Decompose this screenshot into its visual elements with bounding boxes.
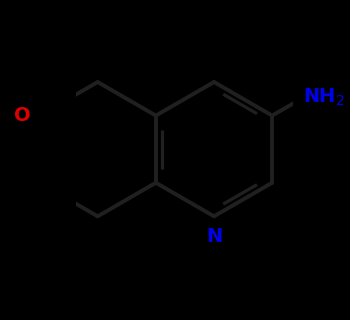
Text: NH$_2$: NH$_2$ [303, 87, 345, 108]
Text: N: N [206, 227, 222, 246]
Text: O: O [14, 106, 31, 125]
